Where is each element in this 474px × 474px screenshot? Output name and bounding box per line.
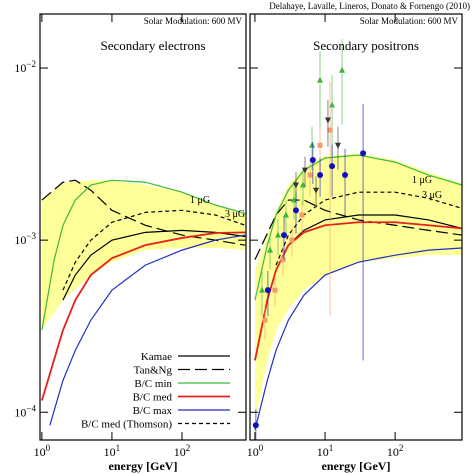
line (41, 179, 246, 331)
point (324, 117, 331, 124)
point (264, 287, 271, 294)
legend-label: B/C max (133, 405, 173, 417)
x-tick-label: 102 (387, 443, 404, 459)
x-tick-label: 102 (174, 443, 191, 459)
point (334, 142, 341, 149)
legend-label: B/C med (133, 392, 173, 404)
point (289, 237, 295, 243)
x-axis-label: energy [GeV] (109, 459, 178, 473)
legend-label: B/C min (134, 378, 172, 390)
plot-area (252, 39, 462, 440)
annotation: 3 μG (422, 190, 442, 201)
line (254, 199, 462, 260)
line (62, 229, 246, 301)
line (275, 191, 462, 266)
point (317, 172, 324, 179)
annotation: 1 μG (190, 195, 210, 206)
line (254, 247, 462, 431)
point (317, 142, 323, 148)
point (299, 212, 305, 218)
y-tick-label: 10−4 (14, 403, 36, 419)
y-tick-label: 10−2 (14, 59, 36, 75)
legend-label: B/C med (Thomson) (81, 419, 172, 431)
point (274, 231, 281, 238)
x-tick-label: 100 (34, 443, 51, 459)
annotation: 1 μG (412, 175, 432, 186)
x-tick-label: 100 (247, 443, 264, 459)
point (262, 317, 268, 323)
point (313, 187, 320, 194)
chart-title: Secondary positrons (313, 38, 419, 53)
chart-title: Secondary electrons (100, 38, 205, 53)
point (292, 207, 299, 214)
point (280, 257, 286, 263)
point (300, 181, 307, 188)
credit: Delahaye, Lavalle, Lineros, Donato & For… (269, 1, 470, 11)
band (41, 180, 246, 331)
subtitle: Solar Modulation: 600 MV (360, 16, 459, 26)
annotation: 3 μG (225, 209, 245, 220)
line (254, 221, 462, 361)
point (360, 150, 367, 157)
x-tick-label: 101 (317, 443, 334, 459)
line (41, 179, 246, 246)
point (327, 127, 333, 133)
x-axis-label: energy [GeV] (322, 459, 391, 473)
point (307, 172, 313, 178)
point (281, 232, 288, 239)
band (254, 153, 462, 421)
point (258, 286, 265, 293)
plot-area (41, 179, 246, 426)
frame (249, 13, 463, 441)
point (272, 287, 278, 293)
x-tick-label: 101 (104, 443, 121, 459)
point (329, 163, 336, 170)
point (339, 66, 346, 73)
line (49, 234, 246, 426)
frame (39, 13, 247, 441)
subtitle: Solar Modulation: 600 MV (144, 16, 243, 26)
point (302, 167, 309, 174)
point (342, 172, 349, 179)
point (309, 141, 316, 148)
point (317, 76, 324, 83)
point (252, 422, 259, 429)
legend-label: Tan&Ng (134, 365, 173, 377)
line (62, 209, 246, 291)
line (254, 154, 462, 301)
point (292, 182, 299, 189)
y-tick-label: 10−3 (14, 231, 36, 247)
point (282, 211, 289, 218)
legend-label: Kamae (141, 351, 172, 363)
point (309, 157, 316, 164)
line (41, 231, 246, 401)
point (267, 246, 274, 253)
